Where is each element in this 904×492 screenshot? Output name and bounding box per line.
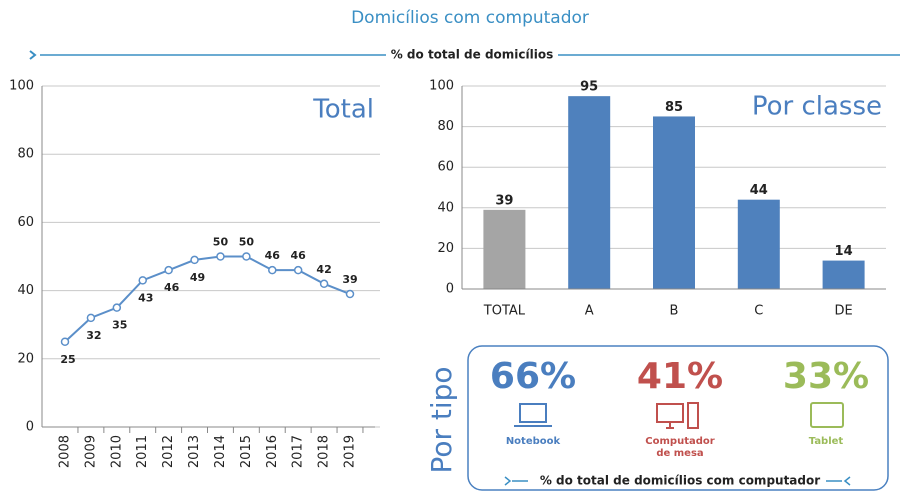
x-tick-label: 2012 bbox=[161, 435, 176, 468]
point bbox=[86, 313, 96, 323]
x-tick-label: 2014 bbox=[213, 435, 228, 468]
x-tick-label: 2008 bbox=[58, 435, 73, 468]
panel-note: % do total de domicílios com computador bbox=[540, 474, 820, 488]
bar bbox=[822, 260, 865, 289]
point bbox=[293, 265, 303, 275]
item-label: Computador de mesa bbox=[645, 436, 715, 459]
point bbox=[319, 279, 329, 289]
arrow bbox=[826, 476, 851, 486]
point bbox=[138, 276, 147, 285]
x-tick-label: 2017 bbox=[291, 435, 306, 468]
y-tick-label: 60 bbox=[17, 215, 34, 230]
y-tick-label: 80 bbox=[437, 119, 454, 134]
point bbox=[345, 289, 355, 299]
data-label: 50 bbox=[213, 236, 229, 249]
y-tick-label: 100 bbox=[9, 79, 34, 94]
page-title: Domicílios com computador bbox=[351, 8, 589, 28]
data-label: 25 bbox=[60, 353, 75, 366]
data-label: 32 bbox=[86, 329, 101, 342]
data-label: 50 bbox=[239, 236, 255, 249]
panel-border bbox=[467, 345, 889, 491]
y-tick-label: 100 bbox=[429, 79, 454, 94]
y-tick-label: 0 bbox=[446, 282, 454, 297]
x-tick-label: DE bbox=[834, 304, 852, 319]
bar bbox=[737, 199, 780, 289]
tablet-icon bbox=[810, 402, 844, 428]
point bbox=[60, 337, 70, 346]
percent: 66% bbox=[490, 356, 576, 397]
desktop-icon bbox=[656, 402, 699, 429]
x-tick-label: 2018 bbox=[317, 435, 332, 468]
x-tick-label: 2009 bbox=[83, 435, 98, 468]
bar bbox=[568, 96, 611, 290]
y-tick-label: 20 bbox=[437, 241, 454, 256]
data-label: 46 bbox=[265, 249, 281, 262]
data-label: 95 bbox=[580, 80, 598, 95]
y-tick-label: 20 bbox=[17, 351, 34, 366]
x-tick-label: 2016 bbox=[265, 435, 280, 468]
point bbox=[216, 252, 225, 261]
x-tick-label: 2015 bbox=[239, 435, 254, 468]
y-tick-label: 60 bbox=[437, 160, 454, 175]
data-label: 46 bbox=[291, 249, 307, 262]
chart-title: Total bbox=[312, 95, 374, 125]
data-label: 85 bbox=[665, 100, 683, 115]
data-label: 14 bbox=[835, 244, 853, 259]
arrow bbox=[29, 50, 37, 60]
chart-title: Por classe bbox=[752, 92, 882, 122]
point bbox=[268, 265, 277, 275]
y-tick-label: 40 bbox=[437, 200, 454, 215]
y-tick-label: 0 bbox=[26, 420, 34, 435]
x-tick-label: TOTAL bbox=[483, 304, 526, 319]
x-tick-label: 2013 bbox=[187, 435, 202, 468]
line bbox=[64, 255, 351, 343]
x-tick-label: C bbox=[754, 304, 763, 319]
x-tick-label: A bbox=[585, 304, 594, 319]
percent: 33% bbox=[783, 356, 869, 397]
point bbox=[112, 303, 122, 312]
data-label: 39 bbox=[342, 273, 357, 286]
data-label: 42 bbox=[316, 263, 331, 276]
arrow bbox=[504, 476, 528, 486]
bar bbox=[483, 209, 526, 289]
point bbox=[164, 265, 173, 275]
data-label: 49 bbox=[190, 271, 205, 284]
notebook-icon bbox=[514, 403, 552, 427]
y-tick-label: 80 bbox=[17, 147, 34, 162]
bar bbox=[653, 116, 695, 289]
data-label: 43 bbox=[138, 291, 153, 304]
percent: 41% bbox=[637, 356, 723, 397]
y-tick-label: 40 bbox=[17, 283, 34, 298]
panel-title: Por tipo bbox=[425, 366, 458, 473]
point bbox=[190, 255, 199, 265]
data-label: 46 bbox=[164, 281, 180, 294]
x-tick-label: 2010 bbox=[109, 435, 124, 468]
x-tick-label: 2019 bbox=[343, 435, 358, 468]
data-label: 44 bbox=[750, 183, 768, 198]
item-label: Notebook bbox=[505, 436, 561, 447]
data-label: 35 bbox=[112, 319, 127, 332]
item-label: Tablet bbox=[808, 436, 844, 447]
x-tick-label: 2011 bbox=[135, 435, 150, 468]
data-label: 39 bbox=[495, 193, 513, 208]
point bbox=[242, 252, 251, 261]
subtitle: % do total de domicílios bbox=[391, 48, 554, 62]
x-tick-label: B bbox=[670, 304, 679, 319]
